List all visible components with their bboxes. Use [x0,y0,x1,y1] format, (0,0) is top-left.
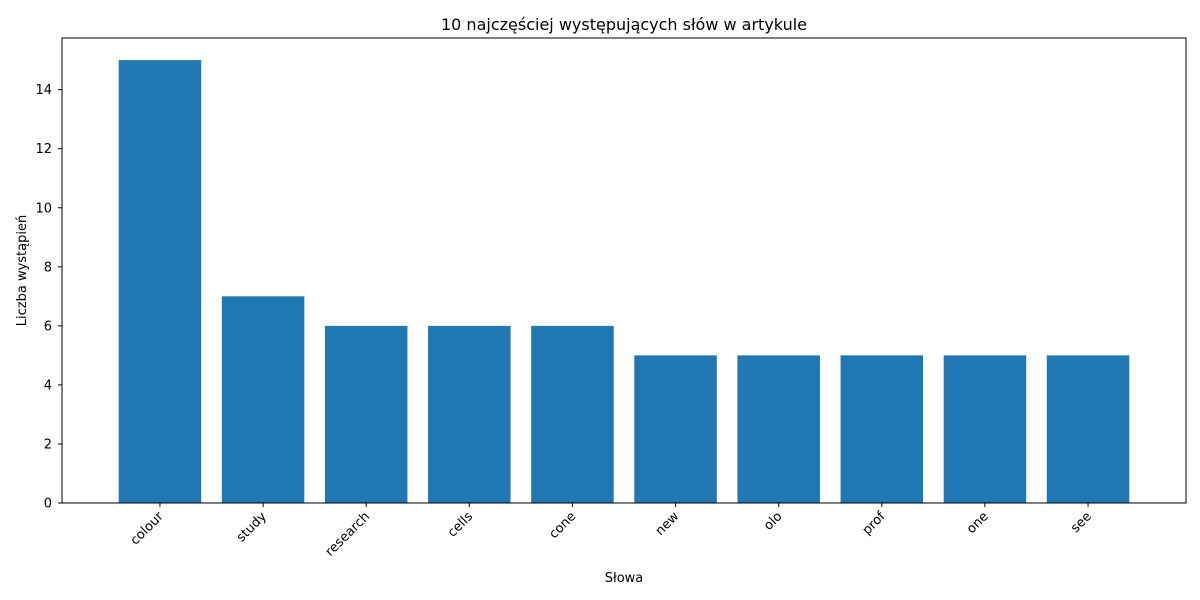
chart-title: 10 najczęściej występujących słów w arty… [441,15,807,34]
x-axis-label: Słowa [605,571,644,586]
bar-colour [118,60,202,504]
y-axis-label: Liczba wystąpień [15,215,30,326]
bar-one [943,355,1027,503]
y-tick-label: 6 [44,319,52,334]
y-tick-label: 14 [35,83,52,98]
x-tick-label: colour [128,509,168,549]
plot-frame [61,37,1187,504]
y-tick-label: 12 [35,142,52,157]
bar-new [634,355,717,503]
x-tick-label: olo [761,509,785,533]
bars-group [118,60,1130,504]
x-tick-label: one [964,509,992,537]
bar-see [1046,355,1130,503]
bar-study [221,296,305,503]
y-tick-label: 8 [44,260,52,275]
x-tick-label: research [323,509,373,559]
x-axis-ticks: colour study research cells cone new olo prof on… [128,503,1095,560]
x-tick-label: cone [546,509,579,542]
x-tick-label: prof [860,509,889,538]
x-tick-label: study [234,509,270,545]
bar-olo [737,355,820,503]
bar-prof [840,355,924,503]
bar-research [324,325,408,503]
y-tick-label: 10 [35,201,52,216]
x-tick-label: new [653,509,683,539]
y-tick-label: 2 [44,437,52,452]
y-axis-ticks: 0 2 4 6 8 10 12 14 [35,83,62,512]
x-tick-label: see [1068,509,1095,536]
bar-cone [531,325,614,503]
y-tick-label: 4 [44,378,52,393]
bar-cells [428,325,511,503]
x-tick-label: cells [445,509,476,540]
y-tick-label: 0 [44,497,52,512]
